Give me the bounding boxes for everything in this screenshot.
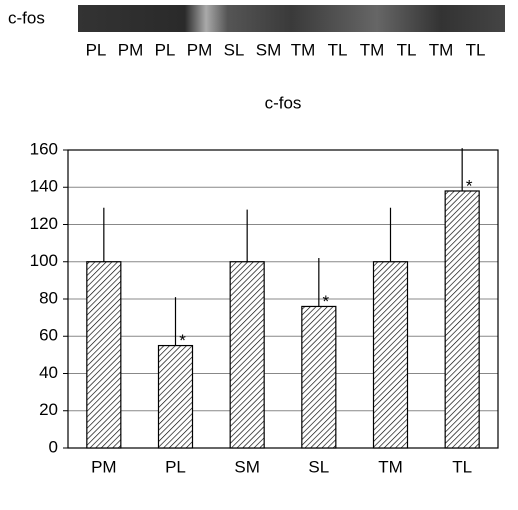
x-tick-label: PL: [165, 457, 186, 476]
lane-label: SM: [256, 40, 282, 59]
x-tick-label: TL: [452, 457, 472, 476]
lane-label: TL: [466, 40, 486, 59]
lane-label: PL: [155, 40, 176, 59]
y-tick-label: 100: [30, 251, 58, 270]
significance-marker: *: [323, 292, 330, 311]
lane-label: TM: [291, 40, 316, 59]
lane-label: PM: [187, 40, 213, 59]
lane-label: TM: [360, 40, 385, 59]
x-tick-label: SM: [234, 457, 260, 476]
bar: [230, 262, 264, 448]
y-tick-label: 40: [39, 363, 58, 382]
x-tick-label: PM: [91, 457, 117, 476]
bar: [159, 346, 193, 448]
blot-label: c-fos: [8, 8, 45, 27]
bar: [302, 306, 336, 448]
x-tick-label: TM: [378, 457, 403, 476]
bar: [445, 191, 479, 448]
y-tick-label: 140: [30, 177, 58, 196]
significance-marker: *: [179, 331, 186, 350]
y-tick-label: 20: [39, 400, 58, 419]
bar: [87, 262, 121, 448]
chart-title: c-fos: [265, 93, 302, 112]
lane-label: PL: [86, 40, 107, 59]
lane-label: TM: [429, 40, 454, 59]
lane-label: SL: [224, 40, 245, 59]
x-tick-label: SL: [308, 457, 329, 476]
y-tick-label: 160: [30, 139, 58, 158]
figure: c-fos c-fos PL PM PL PM SL SM TM TL TM TL TM TL 0 20 4…: [0, 0, 518, 510]
lane-label: PM: [118, 40, 144, 59]
y-tick-label: 60: [39, 326, 58, 345]
bar: [374, 262, 408, 448]
y-tick-label: 120: [30, 214, 58, 233]
lane-label: TL: [397, 40, 417, 59]
significance-marker: *: [466, 176, 473, 195]
y-tick-label: 0: [49, 437, 58, 456]
lane-label: TL: [328, 40, 348, 59]
blot-image: [78, 5, 505, 32]
y-tick-label: 80: [39, 288, 58, 307]
